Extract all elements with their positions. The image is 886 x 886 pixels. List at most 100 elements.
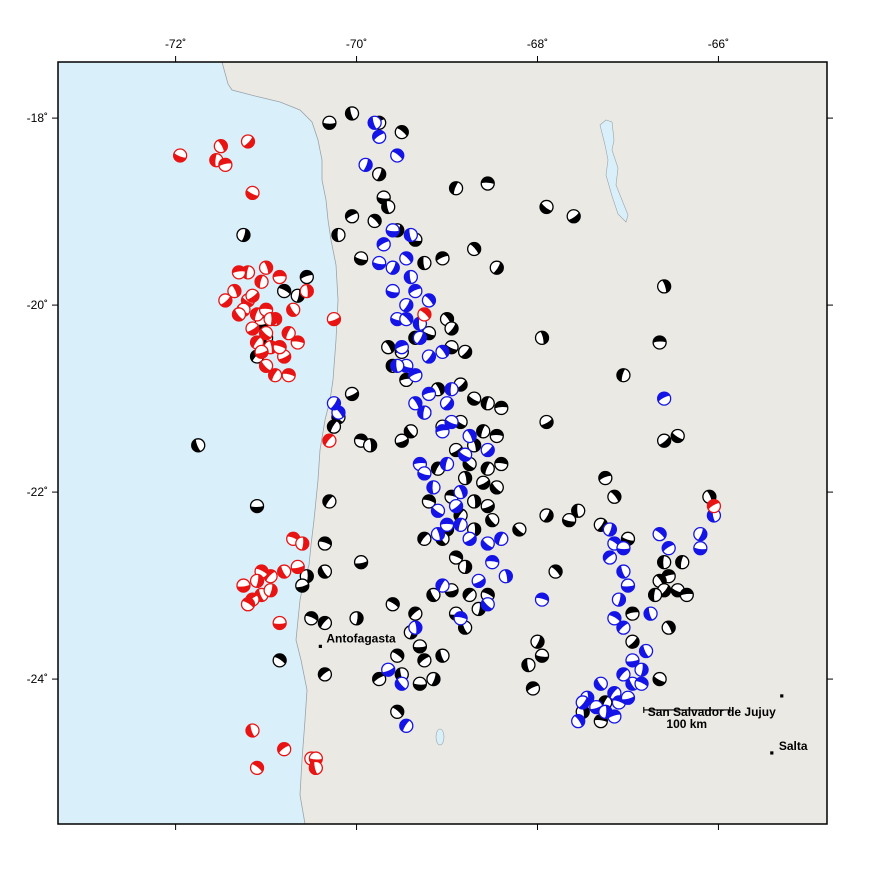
earthquake-marker [571,714,586,729]
earthquake-marker [421,293,437,308]
earthquake-marker [634,676,649,691]
earthquake-marker [417,307,432,322]
earthquake-marker [498,569,513,584]
earthquake-marker [485,512,500,528]
earthquake-marker [362,438,378,453]
earthquake-marker [218,157,233,172]
earthquake-marker [634,662,649,677]
earthquake-marker [652,671,667,687]
x-tick-label: -66˚ [708,37,729,51]
earthquake-marker [417,255,432,271]
earthquake-marker [521,657,536,673]
earthquake-marker [403,424,418,439]
earthquake-marker [625,634,640,649]
earthquake-marker [620,578,636,593]
land [221,61,828,825]
earthquake-marker [403,269,418,285]
earthquake-marker [675,555,690,570]
earthquake-marker [236,578,251,593]
earthquake-marker [381,662,396,677]
earthquake-marker [390,148,405,163]
earthquake-marker [638,643,654,659]
earthquake-marker [602,550,618,565]
earthquake-marker [625,653,640,668]
earthquake-marker [439,456,455,472]
earthquake-marker [299,283,314,299]
earthquake-marker [263,583,278,598]
earthquake-marker [430,503,446,518]
earthquake-marker [444,414,459,430]
earthquake-marker [249,573,265,589]
earthquake-marker [295,578,310,593]
earthquake-marker [652,527,667,542]
earthquake-marker [489,480,504,495]
earthquake-marker [344,106,360,121]
earthquake-marker [448,181,464,196]
scale-label: 100 km [666,717,707,731]
earthquake-marker [249,760,265,776]
map-area: Antofagasta San Salvador de Jujuy Salta 10… [58,61,828,825]
earthquake-marker [435,648,450,663]
earthquake-marker [385,597,400,612]
earthquake-marker [218,293,233,308]
earthquake-marker [408,283,423,299]
earthquake-marker [358,157,373,172]
city-marker [318,644,322,648]
earthquake-marker [657,555,672,570]
earthquake-marker [439,517,455,532]
earthquake-marker [657,279,672,294]
earthquake-marker [394,676,409,691]
earthquake-marker [462,531,477,546]
earthquake-marker [245,185,260,201]
earthquake-marker [471,573,486,589]
earthquake-marker [457,559,473,575]
earthquake-marker [693,541,708,556]
earthquake-marker [245,288,260,303]
earthquake-marker [421,494,437,509]
earthquake-marker [448,550,464,565]
earthquake-marker [344,209,360,224]
earthquake-marker [254,274,269,289]
earthquake-marker [317,536,333,551]
earthquake-marker [652,335,667,350]
map-frame [57,61,828,825]
earthquake-marker [435,251,450,266]
earthquake-marker [317,667,333,682]
earthquake-marker [304,611,319,626]
earthquake-marker [494,531,509,546]
earthquake-marker [439,396,455,411]
earthquake-marker [281,325,296,341]
earthquake-marker [616,541,631,556]
earthquake-marker [539,414,554,430]
earthquake-marker [539,199,554,215]
earthquake-marker [467,391,482,406]
earthquake-marker [453,611,468,626]
earthquake-marker [457,447,473,462]
earthquake-marker [267,368,283,383]
earthquake-marker [408,620,423,635]
earthquake-marker [236,227,251,243]
earthquake-marker [322,494,337,509]
earthquake-marker [381,340,396,355]
city-label: Antofagasta [326,631,396,645]
earthquake-marker [476,475,491,490]
earthquake-marker [620,690,636,705]
earthquake-marker [480,536,495,551]
earthquake-marker [525,681,541,696]
earthquake-marker [453,484,468,500]
earthquake-marker [534,330,550,345]
earthquake-marker [548,564,563,579]
earthquake-marker [462,587,477,603]
earthquake-marker [426,671,441,687]
earthquake-marker [385,223,400,238]
scale-bar: 100 km [643,706,731,731]
earthquake-marker [290,335,305,350]
earthquake-marker [344,386,360,402]
earthquake-marker [376,237,391,252]
earthquake-marker [258,260,274,275]
earthquake-marker [593,676,608,691]
earthquake-marker [412,639,428,654]
x-tick-label: -70˚ [346,37,367,51]
earthquake-marker [272,269,287,285]
